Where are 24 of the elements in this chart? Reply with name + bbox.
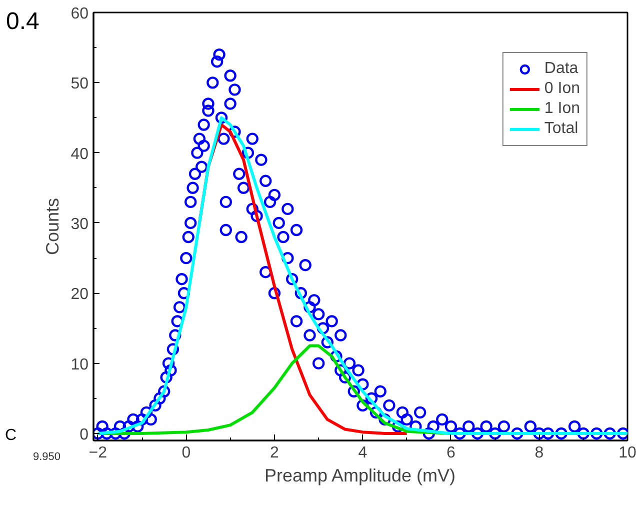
x-tick-label: 0 [182, 444, 191, 462]
y-tick-label: 40 [70, 146, 89, 163]
legend-label: 0 Ion [544, 80, 580, 98]
y-tick-label: 0 [80, 426, 89, 444]
x-tick-label: 10 [618, 444, 636, 462]
x-tick-label: 8 [534, 444, 544, 462]
legend-label: Data [544, 60, 578, 78]
x-tick-label: 2 [270, 444, 279, 462]
line-series [96, 116, 628, 435]
legend-label: 1 Ion [544, 100, 580, 118]
x-axis-title: Preamp Amplitude (mV) [264, 466, 456, 486]
x-tick-label: −2 [88, 444, 108, 462]
y-tick-label: 10 [70, 356, 89, 374]
text: 0.4 [6, 7, 40, 37]
y-axis-title: Counts [42, 198, 63, 256]
x-tick-label: 6 [446, 444, 456, 462]
text: 9.950 [33, 450, 61, 465]
x-tick-label: 4 [358, 444, 368, 462]
y-tick-label: 50 [70, 76, 89, 93]
y-tick-label: 20 [70, 286, 89, 304]
legend-label: Total [544, 120, 578, 138]
y-tick-label: 60 [70, 6, 89, 22]
y-tick-label: 30 [70, 216, 89, 233]
text: C [5, 426, 17, 446]
